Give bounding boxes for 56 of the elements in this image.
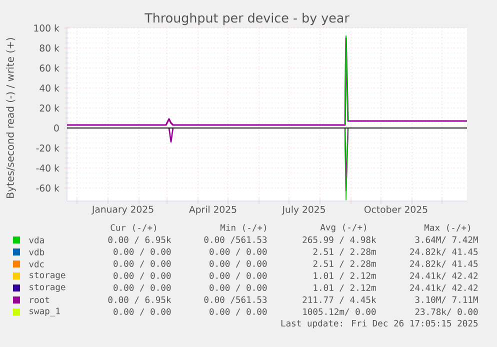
text: 0.00 /561.53 (204, 236, 267, 244)
text: 0.00 / 0.00 (210, 308, 267, 316)
text: 0.00 / 0.00 (210, 260, 267, 268)
line-series (66, 37, 468, 126)
text: 2.51 / 2.28m (313, 248, 376, 256)
legend-label: storage (30, 272, 66, 280)
text: 24.82k/ 41.45 (410, 248, 478, 256)
text: 24.41k/ 42.42 (410, 272, 478, 280)
legend-label: vdb (29, 248, 44, 256)
legend-label: vda (29, 236, 44, 244)
text: 0.00 / 0.00 (210, 248, 267, 256)
text: 24.82k/ 41.45 (410, 260, 478, 268)
x-tick-label: January 2025 (91, 206, 154, 215)
text: Avg (-/+) (320, 224, 366, 232)
text: 0.00 / 6.95k (108, 236, 172, 244)
text: 0.00 / 6.95k (108, 296, 172, 304)
text: 0.00 / 0.00 (210, 284, 267, 292)
text: 265.99 / 4.98k (302, 236, 376, 244)
text: Last update: Fri Dec 26 17:05:15 2025 (281, 320, 478, 328)
y-axis-title: Bytes/second read (-) / write (+) (6, 38, 16, 198)
text: Cur (-/+) (110, 224, 156, 232)
text: 0.00 / 0.00 (114, 308, 171, 316)
text: Max (-/+) (424, 224, 470, 232)
text: 23.78k/ 0.00 (415, 308, 478, 316)
text: 1.01 / 2.12m (314, 272, 376, 280)
chart-title: Throughput per device - by year (144, 12, 350, 26)
y-tick-label: 0 (54, 124, 59, 132)
y-tick-label: 60 k (40, 64, 60, 72)
text: 0.00 / 0.00 (114, 260, 171, 268)
y-tick-label: -40 k (36, 164, 60, 172)
text: 3.10M/ 7.11M (415, 296, 478, 304)
legend-label: swap_1 (30, 308, 60, 316)
y-tick-label: 20 k (40, 104, 60, 112)
text: 0.00 / 0.00 (210, 272, 267, 280)
y-tick-label: -20 k (36, 144, 60, 152)
text: 0.00 / 0.00 (114, 248, 171, 256)
text: 0.00 / 0.00 (114, 272, 171, 280)
y-tick-label: 40 k (40, 84, 60, 92)
text: Min (-/+) (220, 224, 266, 232)
y-tick-label: 80 k (40, 44, 60, 52)
text: 0.00 / 0.00 (114, 284, 171, 292)
x-tick-label: July 2025 (282, 206, 325, 215)
text: 3.64M/ 7.42M (415, 236, 478, 244)
legend-label: storage (30, 284, 66, 292)
text: 1.01 / 2.12m (314, 284, 376, 292)
y-tick-label: -60 k (36, 184, 60, 192)
x-tick-label: April 2025 (189, 206, 236, 215)
text: 1005.12m/ 0.00 (303, 308, 376, 316)
legend-label: root (30, 296, 50, 304)
x-tick-label: October 2025 (364, 206, 428, 213)
text: 24.41k/ 42.42 (410, 284, 478, 292)
text: 2.51 / 2.28m (313, 260, 376, 268)
y-tick-label: 100 k (34, 24, 60, 32)
text: 0.00 /561.53 (204, 296, 267, 304)
legend-label: vdc (29, 260, 44, 268)
text: 211.77 / 4.45k (302, 296, 376, 304)
